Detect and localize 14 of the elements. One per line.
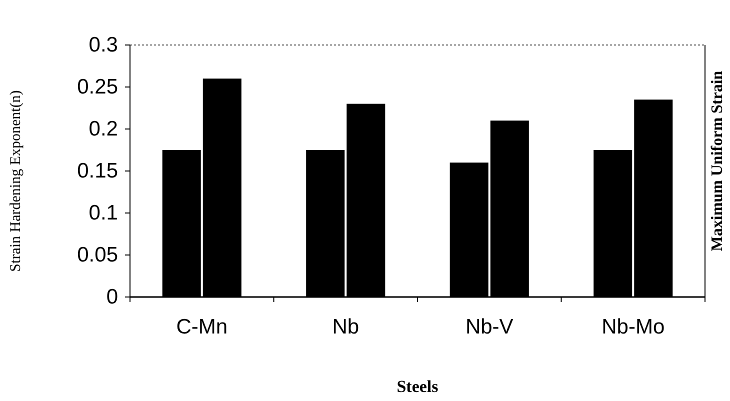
x-tick-label: Nb-V [465,316,514,339]
y-tick-label: 0.25 [77,76,118,99]
x-axis-title: Steels [396,377,439,396]
y-tick-label: 0 [106,286,118,309]
y-tick-label: 0.1 [88,202,118,225]
y-axis-title: Strain Hardening Exponent(n) [8,90,24,272]
x-tick-label: Nb [332,316,360,339]
y-tick-label: 0.3 [88,34,118,57]
y-tick-label: 0.05 [77,244,118,267]
x-tick-label: C-Mn [176,316,228,339]
y-tick-label: 0.2 [88,118,118,141]
x-tick-label: Nb-Mo [602,316,665,339]
y-tick-label: 0.15 [77,160,118,183]
y2-axis-title: Maximum Uniform Strain [709,70,726,252]
